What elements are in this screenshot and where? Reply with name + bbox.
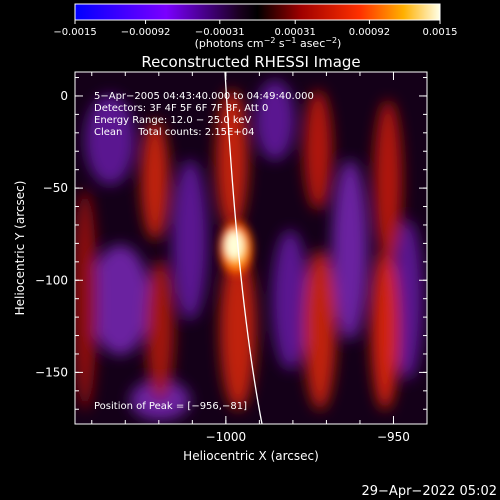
annotation-energy: Energy Range: 12.0 − 25.0 keV <box>94 115 251 126</box>
y-axis-label: Heliocentric Y (arcsec) <box>13 181 27 316</box>
y-tick-label: −100 <box>35 273 68 287</box>
heatmap-image <box>75 72 427 424</box>
colorbar-tick-label: −0.00031 <box>195 27 245 38</box>
colorbar-tick-label: −0.0015 <box>53 27 96 38</box>
annotation-time: 5−Apr−2005 04:43:40.000 to 04:49:40.000 <box>94 91 314 102</box>
x-tick-label: −1000 <box>206 430 247 444</box>
annotation-block: 5−Apr−2005 04:43:40.000 to 04:49:40.000 … <box>94 91 314 138</box>
y-tick-label: −50 <box>43 181 68 195</box>
annotation-detectors: Detectors: 3F 4F 5F 6F 7F 8F, Att 0 <box>94 103 268 114</box>
y-tick-label: 0 <box>60 89 68 103</box>
colorbar-tick-label: −0.00092 <box>121 27 171 38</box>
colorbar-tick-label: 0.00092 <box>349 27 390 38</box>
solar-limb-line <box>224 72 263 424</box>
timestamp: 29−Apr−2022 05:02 <box>362 484 498 499</box>
annotation-counts: Clean Total counts: 2.15E+04 <box>94 127 254 138</box>
y-tick-label: −150 <box>35 365 68 379</box>
x-tick-label: −950 <box>377 430 410 444</box>
plot-frame <box>74 71 428 425</box>
x-axis-ticks: −1000−950−900 <box>91 72 428 444</box>
x-axis-label: Heliocentric X (arcsec) <box>183 449 319 463</box>
colorbar-tick-label: 0.0015 <box>423 27 458 38</box>
chart-title: Reconstructed RHESSI Image <box>141 53 360 71</box>
y-axis-ticks: 0 −50 −100 −150 <box>35 77 427 410</box>
colorbar-unit-label: (photons cm−2 s−1 asec−2) <box>195 36 342 50</box>
colorbar-tick-label: 0.00031 <box>275 27 316 38</box>
colorbar <box>74 3 441 21</box>
colorbar-ticks: −0.0015 −0.00092 −0.00031 0.00031 0.00092 0.0… <box>53 20 458 38</box>
peak-position-label: Position of Peak = [−956,−81] <box>94 401 247 412</box>
